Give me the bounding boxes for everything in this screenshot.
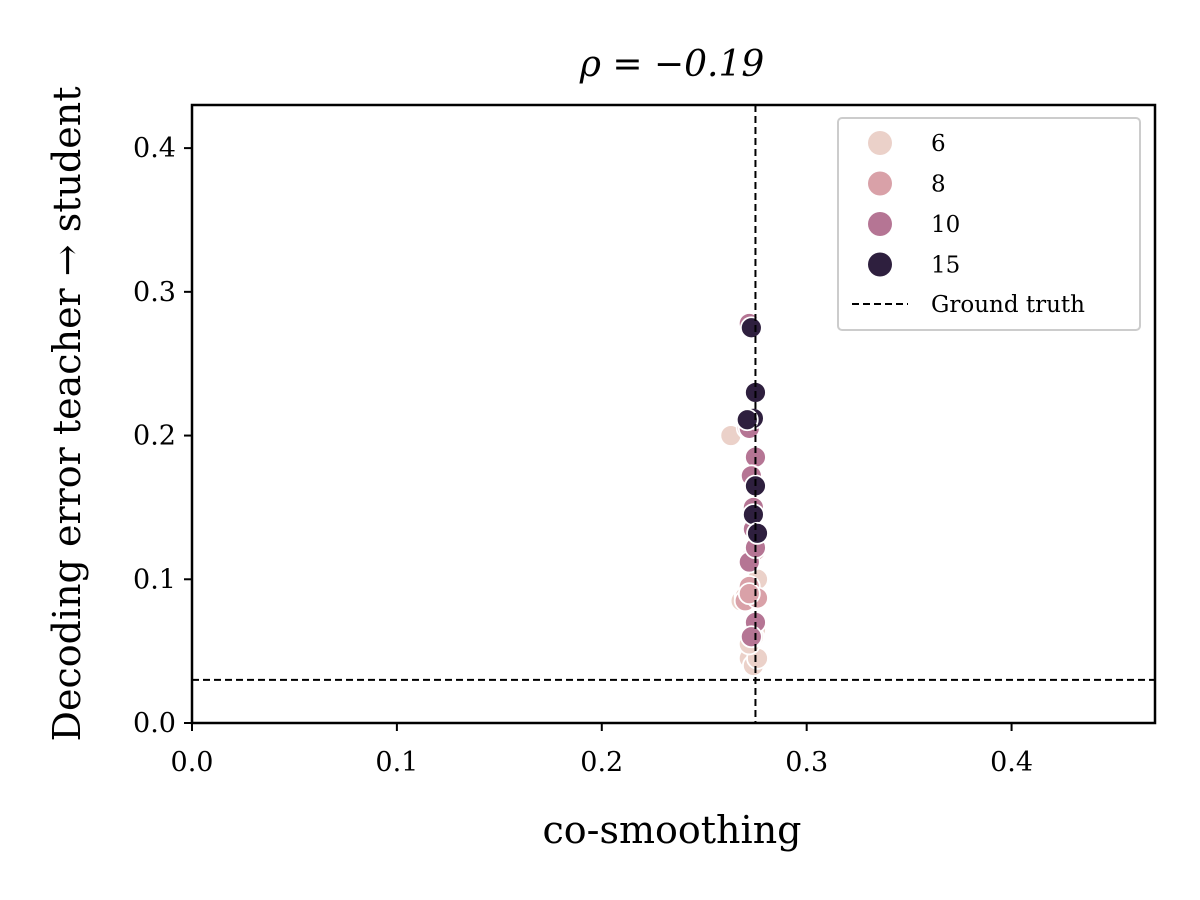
x-axis-title: co-smoothing <box>543 808 802 852</box>
data-point-series-10 <box>739 625 763 649</box>
legend-marker-15 <box>868 252 892 277</box>
x-tick-label: 0.2 <box>580 747 623 778</box>
plot-area <box>192 105 1155 723</box>
data-point-series-15 <box>735 408 759 432</box>
legend-label-15: 15 <box>931 253 960 279</box>
y-axis: 0.0 0.1 0.2 0.3 0.4 <box>133 133 192 739</box>
y-tick-label: 0.3 <box>133 277 176 308</box>
legend-marker-10 <box>868 212 892 236</box>
data-point-series-15 <box>746 521 769 545</box>
data-point-series-8 <box>737 582 761 606</box>
y-tick-label: 0.4 <box>133 133 176 164</box>
y-tick-label: 0.2 <box>133 421 176 452</box>
y-tick-label: 0.0 <box>133 708 176 739</box>
legend-marker-6 <box>868 131 892 155</box>
plot-frame <box>190 103 1157 725</box>
legend-label-ground-truth: Ground truth <box>931 292 1085 318</box>
legend-marker-8 <box>868 171 892 196</box>
x-tick-label: 0.0 <box>171 747 214 778</box>
data-point-series-15 <box>739 316 763 340</box>
y-tick-label: 0.1 <box>133 564 176 595</box>
chart-title: ρ = −0.19 <box>579 44 765 85</box>
x-tick-label: 0.4 <box>990 747 1033 778</box>
x-axis: 0.0 0.1 0.2 0.3 0.4 <box>171 723 1033 778</box>
legend-box <box>837 117 1141 331</box>
legend: 6 8 10 15 Ground truth <box>837 117 1141 331</box>
y-axis-title: Decoding error teacher → student <box>45 86 89 741</box>
legend-label-8: 8 <box>931 172 946 198</box>
x-tick-label: 0.3 <box>785 747 828 778</box>
legend-label-6: 6 <box>931 131 946 157</box>
legend-label-10: 10 <box>931 212 960 238</box>
data-point-series-15 <box>742 503 765 527</box>
x-tick-label: 0.1 <box>375 747 418 778</box>
